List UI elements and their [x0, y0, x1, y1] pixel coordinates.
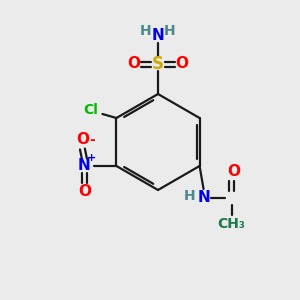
Text: H: H	[184, 189, 195, 203]
Text: O: O	[227, 164, 240, 179]
Text: H: H	[164, 24, 176, 38]
Text: S: S	[152, 55, 164, 73]
Text: O: O	[176, 56, 188, 71]
Text: Cl: Cl	[83, 103, 98, 117]
Text: H: H	[140, 24, 152, 38]
Text: +: +	[87, 153, 96, 163]
Text: O: O	[76, 133, 89, 148]
Text: -: -	[90, 133, 95, 147]
Text: N: N	[152, 28, 164, 44]
Text: CH₃: CH₃	[218, 217, 245, 231]
Text: O: O	[128, 56, 140, 71]
Text: O: O	[78, 184, 91, 200]
Text: N: N	[78, 158, 91, 173]
Text: N: N	[197, 190, 210, 206]
